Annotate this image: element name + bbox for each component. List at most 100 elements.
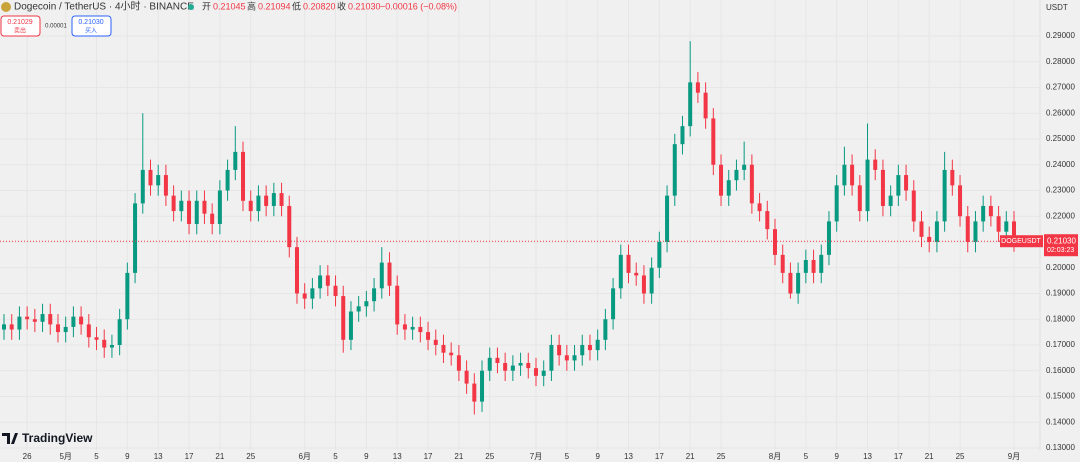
candle-body bbox=[611, 288, 616, 320]
x-tick-label: 13 bbox=[624, 452, 633, 461]
logo: TradingView bbox=[22, 431, 93, 445]
candle-body bbox=[719, 164, 724, 196]
candle-body bbox=[418, 326, 423, 333]
candle-body bbox=[958, 185, 963, 217]
candle-body bbox=[641, 275, 646, 294]
x-tick-label: 13 bbox=[154, 452, 163, 461]
candle-body bbox=[672, 144, 677, 196]
sell-label[interactable]: 卖出 bbox=[14, 27, 26, 35]
candle-body bbox=[726, 180, 731, 196]
candle-body bbox=[325, 275, 330, 286]
candle-body bbox=[965, 216, 970, 242]
candle-body bbox=[241, 151, 246, 201]
countdown: 02:03:23 bbox=[1047, 247, 1074, 254]
candle-body bbox=[703, 92, 708, 119]
candle-body bbox=[9, 324, 14, 330]
x-tick-label: 13 bbox=[393, 452, 402, 461]
buy-price[interactable]: 0.21030 bbox=[78, 19, 103, 26]
x-tick-label: 5 bbox=[94, 452, 99, 461]
price-tag bbox=[1044, 234, 1078, 257]
candle-body bbox=[742, 164, 747, 170]
candle-body bbox=[294, 247, 299, 294]
buy-button[interactable] bbox=[71, 15, 112, 37]
ohlc-value: 0.20820 bbox=[303, 1, 336, 11]
candle-body bbox=[40, 314, 45, 322]
candle-body bbox=[433, 339, 438, 345]
x-tick-label: 21 bbox=[925, 452, 934, 461]
y-tick-label: 0.28000 bbox=[1046, 57, 1075, 66]
candle-body bbox=[557, 344, 562, 356]
candle-body bbox=[71, 316, 76, 327]
ohlc-key: 高 bbox=[247, 0, 256, 11]
x-tick-label: 9 bbox=[834, 452, 839, 461]
candle-body bbox=[256, 195, 261, 212]
ohlc-key: 低 bbox=[292, 0, 301, 11]
candle-body bbox=[888, 195, 893, 206]
logo-icon bbox=[2, 433, 18, 444]
x-tick-label: 9 bbox=[125, 452, 130, 461]
candle-body bbox=[780, 254, 785, 273]
x-tick-label: 6月 bbox=[298, 452, 310, 461]
candle-body bbox=[788, 272, 793, 294]
x-tick-label: 5 bbox=[804, 452, 809, 461]
candle-body bbox=[765, 211, 770, 230]
candle-body bbox=[757, 203, 762, 212]
x-tick-label: 25 bbox=[485, 452, 494, 461]
y-tick-label: 0.24000 bbox=[1046, 160, 1075, 169]
candle-body bbox=[102, 339, 107, 348]
candle-body bbox=[449, 352, 454, 356]
sell-price[interactable]: 0.21029 bbox=[7, 19, 32, 26]
candle-body bbox=[826, 221, 831, 255]
candle-body bbox=[572, 355, 577, 361]
buy-label[interactable]: 买入 bbox=[85, 27, 97, 35]
price-tag-text: 0.21030 bbox=[1047, 236, 1076, 245]
candle-body bbox=[133, 203, 138, 273]
candle-body bbox=[618, 254, 623, 289]
x-tick-label: 25 bbox=[717, 452, 726, 461]
ohlc-key: 开 bbox=[202, 1, 211, 11]
candle-body bbox=[526, 362, 531, 369]
status-dot bbox=[188, 4, 194, 10]
candle-body bbox=[456, 355, 461, 371]
candle-body bbox=[564, 355, 569, 361]
candle-body bbox=[217, 190, 222, 224]
y-tick-label: 0.29000 bbox=[1046, 31, 1075, 40]
candle-body bbox=[503, 362, 508, 371]
candle-body bbox=[988, 205, 993, 217]
y-tick-label: 0.16000 bbox=[1046, 366, 1075, 375]
candle-body bbox=[541, 370, 546, 376]
candle-body bbox=[279, 193, 284, 206]
candle-body bbox=[109, 344, 114, 348]
candle-body bbox=[472, 383, 477, 402]
candle-body bbox=[981, 205, 986, 222]
x-tick-label: 9月 bbox=[1008, 452, 1020, 461]
candle-body bbox=[210, 213, 215, 224]
candle-body bbox=[649, 267, 654, 294]
sell-button[interactable] bbox=[0, 15, 41, 37]
y-tick-label: 0.22000 bbox=[1046, 211, 1075, 220]
candle-body bbox=[850, 164, 855, 186]
candle-body bbox=[595, 339, 600, 351]
spread: 0.00001 bbox=[45, 24, 67, 30]
candle-body bbox=[302, 293, 307, 299]
candle-body bbox=[634, 272, 639, 276]
candle-body bbox=[287, 205, 292, 248]
candle-body bbox=[410, 326, 415, 330]
candle-body bbox=[117, 319, 122, 345]
y-tick-label: 0.14000 bbox=[1046, 417, 1075, 426]
candle-body bbox=[140, 169, 145, 204]
candle-body bbox=[32, 319, 37, 322]
candle-body bbox=[626, 254, 631, 273]
y-tick-label: 0.13000 bbox=[1046, 443, 1075, 452]
candle-body bbox=[973, 221, 978, 242]
y-tick-label: 0.23000 bbox=[1046, 186, 1075, 195]
candle-body bbox=[510, 365, 515, 371]
x-tick-label: 17 bbox=[424, 452, 433, 461]
candle-body bbox=[942, 169, 947, 222]
ohlc-value: 0.21094 bbox=[258, 1, 291, 11]
candle-body bbox=[934, 221, 939, 242]
candle-body bbox=[657, 241, 662, 268]
candle-body bbox=[356, 306, 361, 312]
